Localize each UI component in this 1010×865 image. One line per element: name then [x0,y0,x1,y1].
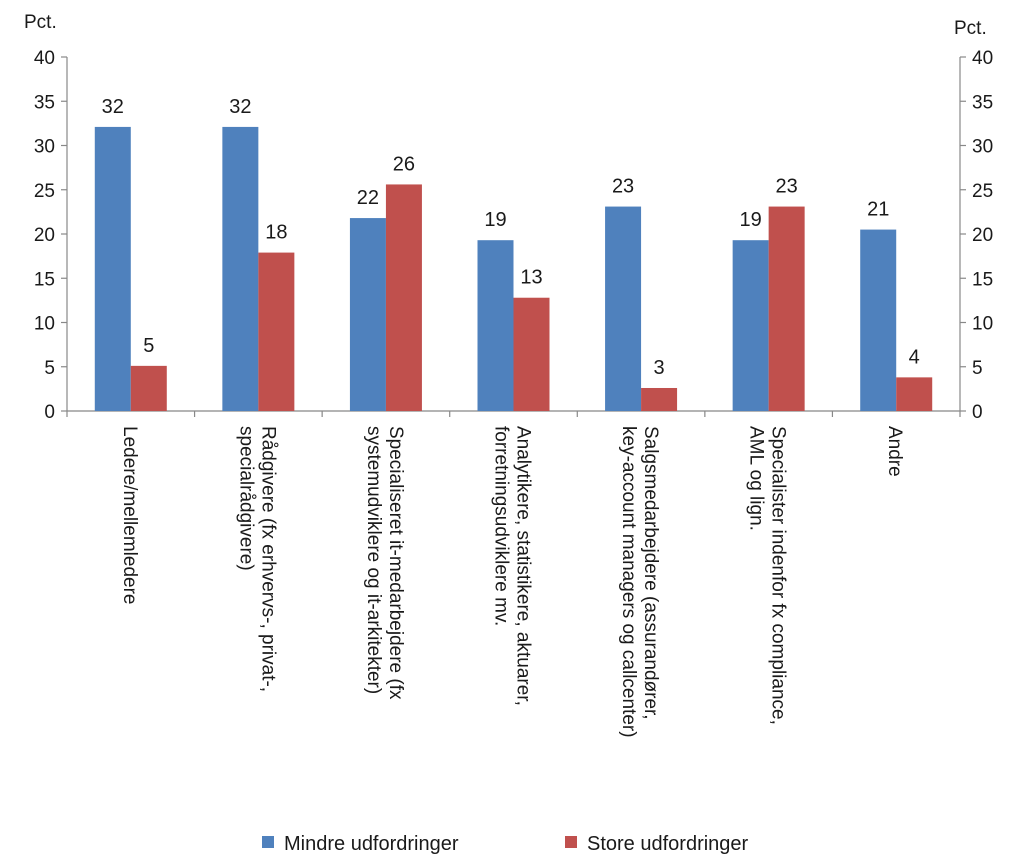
y-tick-label-right: 10 [972,314,993,335]
bar-store [896,377,933,411]
y-tick-label-right: 20 [972,225,993,246]
legend-label: Store udfordringer [587,833,749,855]
data-label: 18 [265,222,287,244]
legend-swatch-store [565,836,577,848]
data-label: 26 [393,153,415,175]
bar-mindre [860,229,897,411]
category-label: Ledere/mellemledere [119,426,140,605]
y-axis-unit-right: Pct. [954,18,987,39]
legend-swatch-mindre [262,836,274,848]
y-tick-label-right: 40 [972,48,993,69]
y-axis-unit-left: Pct. [24,12,57,33]
category-labels: Ledere/mellemledere Rådgivere (fx erhverv… [119,426,905,738]
category-label: key-account managers og callcenter) [618,426,639,738]
y-tick-label-left: 30 [34,137,55,158]
data-label: 4 [909,346,920,368]
bar-mindre [477,240,514,411]
data-labels: 32 5 32 18 22 26 19 13 23 3 19 23 21 4 [102,96,920,379]
bar-mindre [222,126,259,411]
y-tick-label-left: 20 [34,225,55,246]
category-label: Andre [884,426,905,477]
category-label: Salgsmedarbejdere (assurandører, [640,426,661,720]
category-label: Specialiseret it-medarbejdere (fx [385,426,406,700]
data-label: 19 [740,209,762,231]
bar-store [130,365,167,411]
y-tick-label-right: 25 [972,181,993,202]
y-tick-label-right: 0 [972,402,983,423]
data-label: 22 [357,187,379,209]
bar-store [385,184,422,411]
data-label: 23 [612,176,634,198]
data-label: 21 [867,199,889,221]
bars [94,126,933,411]
y-tick-label-left: 15 [34,269,55,290]
bar-store [768,206,805,411]
y-tick-label-left: 10 [34,314,55,335]
y-tick-label-right: 35 [972,92,993,113]
y-tick-label-right: 30 [972,137,993,158]
bar-mindre [605,206,642,411]
bar-store [641,387,678,411]
y-tick-label-right: 5 [972,358,983,379]
bar-store [258,252,295,411]
y-tick-label-left: 40 [34,48,55,69]
data-label: 3 [654,357,665,379]
y-tick-label-left: 0 [44,402,55,423]
category-label: specialrådgivere) [235,426,256,571]
y-tick-label-left: 25 [34,181,55,202]
data-label: 5 [143,335,154,357]
data-label: 32 [102,96,124,118]
category-label: Specialister indenfor fx compliance, [768,426,789,725]
data-label: 19 [484,209,506,231]
data-label: 23 [776,176,798,198]
bar-mindre [94,126,131,411]
bar-mindre [349,218,386,411]
category-label: Rådgivere (fx erhvervs-, privat-, [257,426,278,692]
y-tick-label-right: 15 [972,269,993,290]
category-label: Analytikere, statistikere, aktuarer, [513,426,534,706]
legend-label: Mindre udfordringer [284,833,459,855]
legend: Mindre udfordringer Store udfordringer [262,833,749,855]
category-label: forretningsudviklere mv. [491,426,512,626]
category-label: systemudviklere og it-arkitekter) [363,426,384,694]
data-label: 32 [229,96,251,118]
bar-mindre [732,240,769,411]
y-tick-label-left: 5 [44,358,55,379]
data-label: 13 [520,267,542,289]
bar-store [513,297,550,411]
y-tick-label-left: 35 [34,92,55,113]
category-label: AML og lign. [746,426,767,531]
